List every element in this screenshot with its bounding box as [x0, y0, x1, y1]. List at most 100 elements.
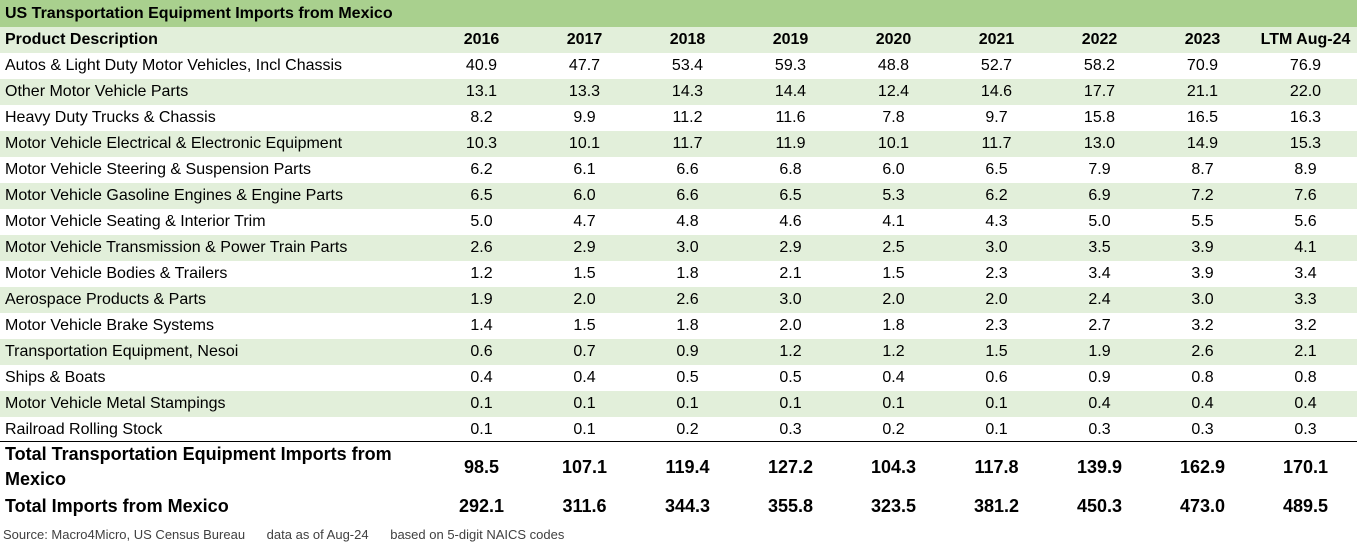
value-cell: 3.0 — [676, 239, 699, 256]
value-cell: 9.9 — [573, 109, 596, 126]
total-value-cell: 107.1 — [561, 456, 608, 477]
row-label: Motor Vehicle Transmission & Power Train… — [5, 239, 348, 256]
value-cell: 0.9 — [1088, 369, 1111, 386]
value-cell: 1.5 — [985, 343, 1008, 360]
total-value-cell: 473.0 — [1179, 495, 1226, 516]
value-cell: 8.9 — [1294, 161, 1317, 178]
value-cell: 14.3 — [671, 83, 704, 100]
value-cell: 10.1 — [877, 135, 910, 152]
value-cell: 7.9 — [1088, 161, 1111, 178]
column-header-year: 2020 — [875, 31, 912, 48]
value-cell: 40.9 — [465, 57, 498, 74]
value-cell: 15.8 — [1083, 109, 1116, 126]
table-row: Aerospace Products & Parts 1.9 2.0 2.6 3.0 2.… — [0, 287, 1357, 313]
value-cell: 4.3 — [985, 213, 1008, 230]
value-cell: 0.5 — [779, 369, 802, 386]
value-cell: 0.7 — [573, 343, 596, 360]
column-header-year: LTM Aug-24 — [1260, 31, 1351, 48]
value-cell: 2.5 — [882, 239, 905, 256]
value-cell: 2.3 — [985, 265, 1008, 282]
value-cell: 0.1 — [470, 395, 493, 412]
value-cell: 17.7 — [1083, 83, 1116, 100]
value-cell: 0.2 — [882, 421, 905, 438]
value-cell: 14.6 — [980, 83, 1013, 100]
value-cell: 22.0 — [1289, 83, 1322, 100]
total-value-cell: 170.1 — [1282, 456, 1329, 477]
table-row: Motor Vehicle Metal Stampings 0.1 0.1 0.1 0.… — [0, 391, 1357, 417]
value-cell: 0.2 — [676, 421, 699, 438]
value-cell: 6.1 — [573, 161, 596, 178]
table-row: Heavy Duty Trucks & Chassis 8.2 9.9 11.2 11.… — [0, 105, 1357, 131]
value-cell: 1.2 — [470, 265, 493, 282]
value-cell: 1.9 — [1088, 343, 1111, 360]
value-cell: 6.9 — [1088, 187, 1111, 204]
value-cell: 2.9 — [573, 239, 596, 256]
total-value-cell: 119.4 — [665, 456, 710, 477]
value-cell: 7.6 — [1294, 187, 1317, 204]
value-cell: 14.9 — [1186, 135, 1219, 152]
value-cell: 2.6 — [470, 239, 493, 256]
value-cell: 2.0 — [573, 291, 596, 308]
table-row: Motor Vehicle Gasoline Engines & Engine … — [0, 183, 1357, 209]
column-header-year: 2019 — [772, 31, 809, 48]
table-row: Railroad Rolling Stock 0.1 0.1 0.2 0.3 0.2 0.1… — [0, 417, 1357, 443]
value-cell: 0.3 — [1294, 421, 1317, 438]
column-header-description: Product Description — [5, 31, 158, 48]
value-cell: 0.4 — [1191, 395, 1214, 412]
table-row: Ships & Boats 0.4 0.4 0.5 0.5 0.4 0.6 0.9 0.8 0.8 — [0, 365, 1357, 391]
value-cell: 0.4 — [882, 369, 905, 386]
value-cell: 5.3 — [882, 187, 905, 204]
value-cell: 4.8 — [676, 213, 699, 230]
row-label: Railroad Rolling Stock — [5, 421, 163, 438]
value-cell: 1.2 — [779, 343, 802, 360]
value-cell: 4.1 — [1294, 239, 1317, 256]
value-cell: 0.1 — [882, 395, 905, 412]
imports-table: Product Description 2016 2017 2018 2019 2020… — [0, 27, 1357, 443]
value-cell: 53.4 — [671, 57, 704, 74]
value-cell: 3.2 — [1294, 317, 1317, 334]
value-cell: 0.1 — [985, 395, 1008, 412]
row-label: Heavy Duty Trucks & Chassis — [5, 109, 216, 126]
value-cell: 11.7 — [981, 135, 1012, 152]
value-cell: 13.1 — [465, 83, 498, 100]
value-cell: 6.0 — [882, 161, 905, 178]
column-header-year: 2021 — [978, 31, 1015, 48]
value-cell: 11.7 — [672, 135, 703, 152]
value-cell: 2.6 — [676, 291, 699, 308]
column-header-year: 2016 — [463, 31, 500, 48]
value-cell: 13.0 — [1083, 135, 1116, 152]
table-row: Other Motor Vehicle Parts 13.1 13.3 14.3 14.… — [0, 79, 1357, 105]
as-of-note: data as of Aug-24 — [266, 527, 369, 542]
value-cell: 0.3 — [1088, 421, 1111, 438]
column-header-year: 2018 — [669, 31, 706, 48]
value-cell: 6.5 — [779, 187, 802, 204]
total-value-cell: 127.2 — [767, 456, 814, 477]
basis-note: based on 5-digit NAICS codes — [390, 527, 565, 542]
total-value-cell: 104.3 — [870, 456, 917, 477]
value-cell: 5.5 — [1191, 213, 1214, 230]
value-cell: 2.0 — [985, 291, 1008, 308]
value-cell: 7.8 — [882, 109, 905, 126]
value-cell: 0.8 — [1191, 369, 1214, 386]
value-cell: 3.4 — [1294, 265, 1317, 282]
value-cell: 15.3 — [1289, 135, 1322, 152]
row-label: Other Motor Vehicle Parts — [5, 83, 189, 100]
value-cell: 0.1 — [573, 395, 596, 412]
value-cell: 3.0 — [779, 291, 802, 308]
value-cell: 2.4 — [1088, 291, 1111, 308]
total-label: Total Transportation Equipment Imports f… — [5, 444, 392, 489]
row-label: Motor Vehicle Steering & Suspension Part… — [5, 161, 311, 178]
row-label: Autos & Light Duty Motor Vehicles, Incl … — [5, 57, 343, 74]
table-row: Motor Vehicle Electrical & Electronic Eq… — [0, 131, 1357, 157]
column-header-year: 2022 — [1081, 31, 1118, 48]
header-row: Product Description 2016 2017 2018 2019 2020… — [0, 27, 1357, 53]
value-cell: 16.5 — [1186, 109, 1219, 126]
value-cell: 1.2 — [882, 343, 905, 360]
table-row: Autos & Light Duty Motor Vehicles, Incl … — [0, 53, 1357, 79]
value-cell: 6.6 — [676, 187, 699, 204]
value-cell: 13.3 — [568, 83, 601, 100]
value-cell: 0.1 — [470, 421, 493, 438]
value-cell: 47.7 — [568, 57, 601, 74]
value-cell: 76.9 — [1289, 57, 1322, 74]
